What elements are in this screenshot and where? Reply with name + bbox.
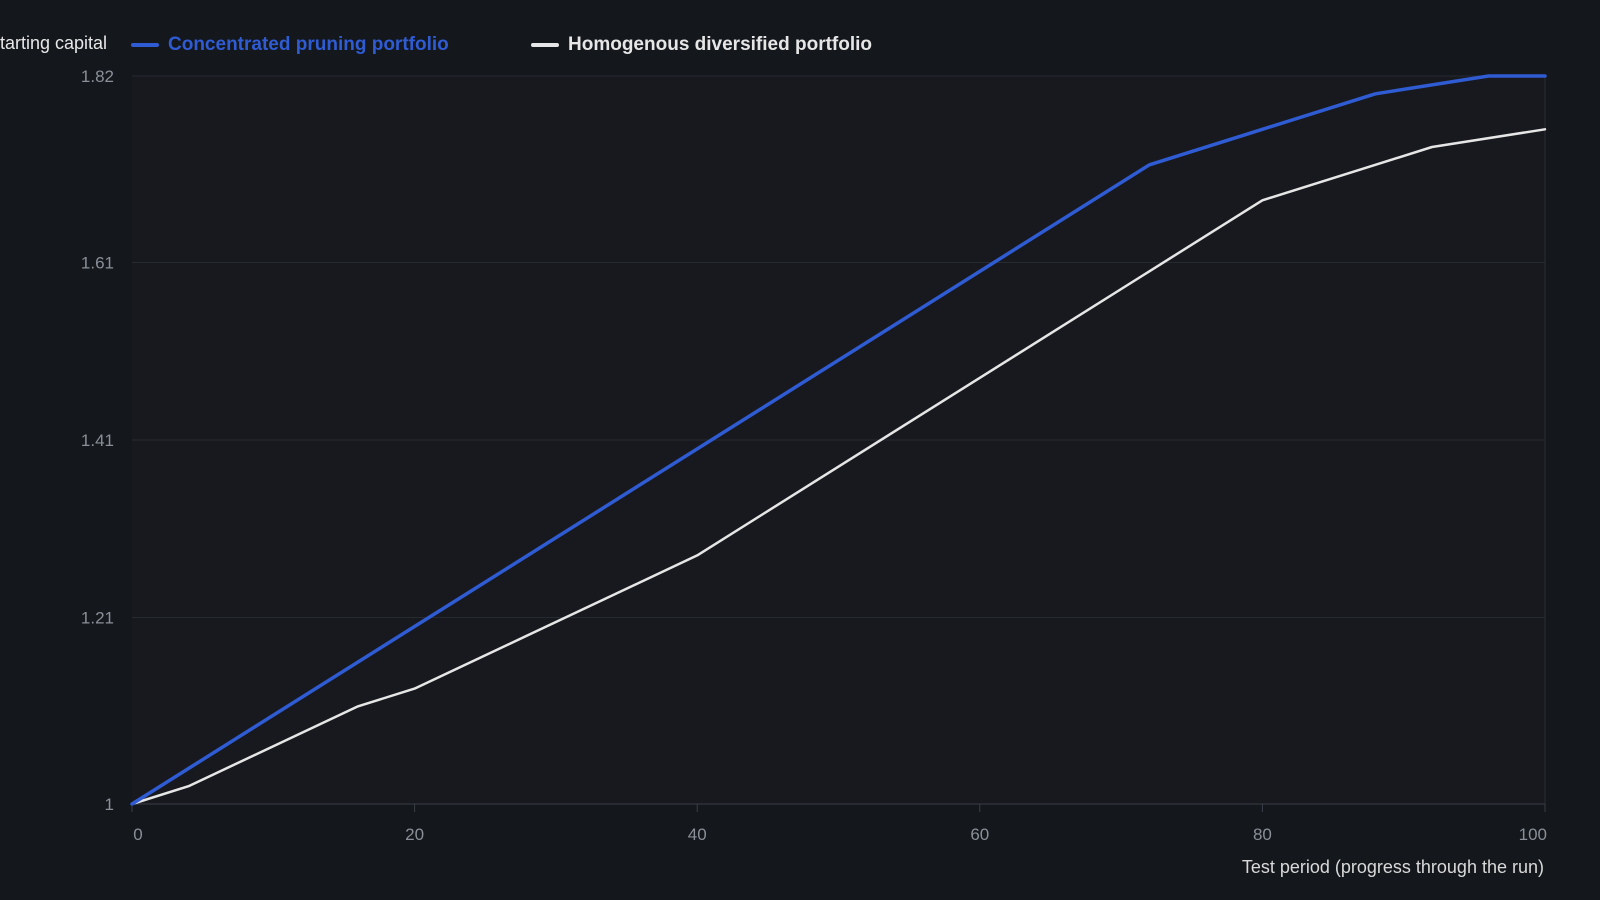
y-tick-label: 1.21 <box>81 609 114 628</box>
series-lines <box>130 74 1547 806</box>
legend-swatch-homogenous <box>531 43 559 47</box>
y-tick-label: 1.61 <box>81 253 114 272</box>
y-axis-ticks: 1 1.21 1.41 1.61 1.82 <box>81 67 114 814</box>
x-tick-label: 100 <box>1519 825 1547 844</box>
series-line-concentrated <box>130 74 1547 806</box>
x-tick-label: 40 <box>688 825 707 844</box>
series-line-homogenous <box>130 128 1547 806</box>
legend-label-homogenous: Homogenous diversified portfolio <box>568 34 873 55</box>
y-tick-label: 1.82 <box>81 67 114 86</box>
x-tick-label: 0 <box>133 825 142 844</box>
legend-swatch-concentrated <box>131 43 159 47</box>
x-axis-title: Test period (progress through the run) <box>1241 857 1544 877</box>
legend-item-concentrated[interactable]: Concentrated pruning portfolio <box>131 34 449 56</box>
x-tick-label: 20 <box>405 825 424 844</box>
legend-item-homogenous[interactable]: Homogenous diversified portfolio <box>531 34 872 56</box>
x-tick-label: 60 <box>970 825 989 844</box>
legend-label-concentrated: Concentrated pruning portfolio <box>168 34 449 55</box>
y-tick-label: 1 <box>105 795 114 814</box>
x-axis-ticks: 0 20 40 60 80 100 <box>131 804 1547 844</box>
grid-lines <box>132 75 1546 805</box>
y-axis-title: tarting capital <box>0 33 108 53</box>
x-tick-label: 80 <box>1253 825 1272 844</box>
y-tick-label: 1.41 <box>81 431 114 450</box>
